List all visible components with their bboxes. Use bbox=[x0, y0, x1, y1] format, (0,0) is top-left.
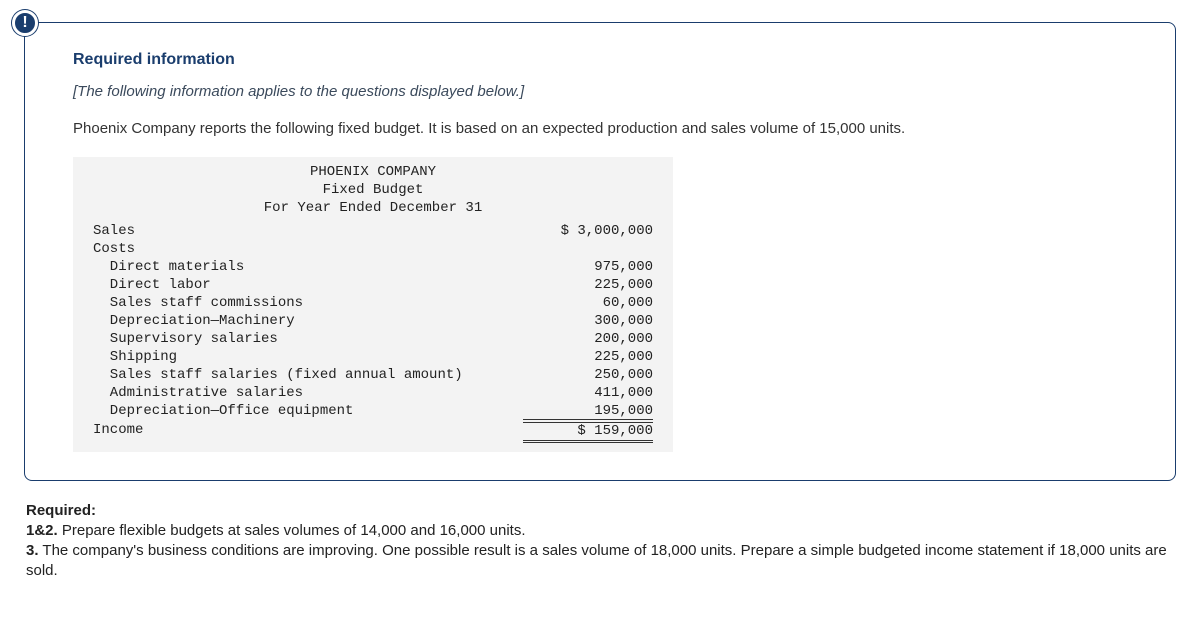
required-section: Required: 1&2. Prepare flexible budgets … bbox=[24, 481, 1176, 582]
budget-row-sales: Sales $ 3,000,000 bbox=[73, 222, 673, 240]
budget-value: 300,000 bbox=[523, 313, 653, 329]
budget-label: Depreciation—Office equipment bbox=[93, 403, 523, 420]
required-item-text: Prepare flexible budgets at sales volume… bbox=[58, 522, 526, 539]
budget-row-cost-item: Administrative salaries411,000 bbox=[73, 384, 673, 402]
intro-paragraph: Phoenix Company reports the following fi… bbox=[73, 118, 1127, 139]
budget-label: Administrative salaries bbox=[93, 385, 523, 401]
budget-value: 225,000 bbox=[523, 277, 653, 293]
budget-value: $ 3,000,000 bbox=[523, 223, 653, 239]
page-container: ! Required information [The following in… bbox=[0, 0, 1200, 592]
panel-heading: Required information bbox=[73, 51, 1127, 69]
panel-subheading: [The following information applies to th… bbox=[73, 83, 1127, 100]
required-item-text: The company's business conditions are im… bbox=[26, 542, 1167, 579]
budget-row-costs: Costs bbox=[73, 240, 673, 258]
budget-row-cost-item: Shipping225,000 bbox=[73, 348, 673, 366]
required-item-number: 3. bbox=[26, 542, 39, 559]
budget-label: Sales staff commissions bbox=[93, 295, 523, 311]
budget-label: Costs bbox=[93, 241, 523, 257]
alert-badge-icon: ! bbox=[12, 10, 38, 36]
required-item-number: 1&2. bbox=[26, 522, 58, 539]
budget-title: Fixed Budget bbox=[73, 181, 673, 199]
required-item-3: 3. The company's business conditions are… bbox=[26, 541, 1174, 582]
budget-row-cost-item: Direct labor225,000 bbox=[73, 276, 673, 294]
budget-label: Sales bbox=[93, 223, 523, 239]
budget-label: Direct materials bbox=[93, 259, 523, 275]
budget-row-cost-item: Sales staff salaries (fixed annual amoun… bbox=[73, 366, 673, 384]
budget-row-cost-item: Depreciation—Machinery300,000 bbox=[73, 312, 673, 330]
budget-row-cost-item: Direct materials975,000 bbox=[73, 258, 673, 276]
fixed-budget-table: PHOENIX COMPANY Fixed Budget For Year En… bbox=[73, 157, 673, 452]
budget-value: 60,000 bbox=[523, 295, 653, 311]
budget-label: Shipping bbox=[93, 349, 523, 365]
budget-value: $ 159,000 bbox=[523, 422, 653, 443]
budget-row-cost-item: Sales staff commissions60,000 bbox=[73, 294, 673, 312]
budget-label: Depreciation—Machinery bbox=[93, 313, 523, 329]
budget-row-cost-item: Supervisory salaries200,000 bbox=[73, 330, 673, 348]
budget-row-income: Income $ 159,000 bbox=[73, 421, 673, 444]
budget-header: PHOENIX COMPANY Fixed Budget For Year En… bbox=[73, 161, 673, 222]
budget-value: 200,000 bbox=[523, 331, 653, 347]
budget-value: 411,000 bbox=[523, 385, 653, 401]
required-information-panel: ! Required information [The following in… bbox=[24, 22, 1176, 481]
budget-label: Sales staff salaries (fixed annual amoun… bbox=[93, 367, 523, 383]
budget-value: 250,000 bbox=[523, 367, 653, 383]
budget-value: 225,000 bbox=[523, 349, 653, 365]
required-item-1: 1&2. Prepare flexible budgets at sales v… bbox=[26, 521, 1174, 541]
budget-row-cost-item: Depreciation—Office equipment195,000 bbox=[73, 402, 673, 421]
required-title: Required: bbox=[26, 501, 1174, 521]
budget-label: Income bbox=[93, 422, 523, 443]
budget-label: Direct labor bbox=[93, 277, 523, 293]
budget-value: 195,000 bbox=[523, 403, 653, 420]
budget-label: Supervisory salaries bbox=[93, 331, 523, 347]
budget-period: For Year Ended December 31 bbox=[73, 199, 673, 217]
budget-company: PHOENIX COMPANY bbox=[73, 163, 673, 181]
budget-value: 975,000 bbox=[523, 259, 653, 275]
budget-value bbox=[523, 241, 653, 257]
